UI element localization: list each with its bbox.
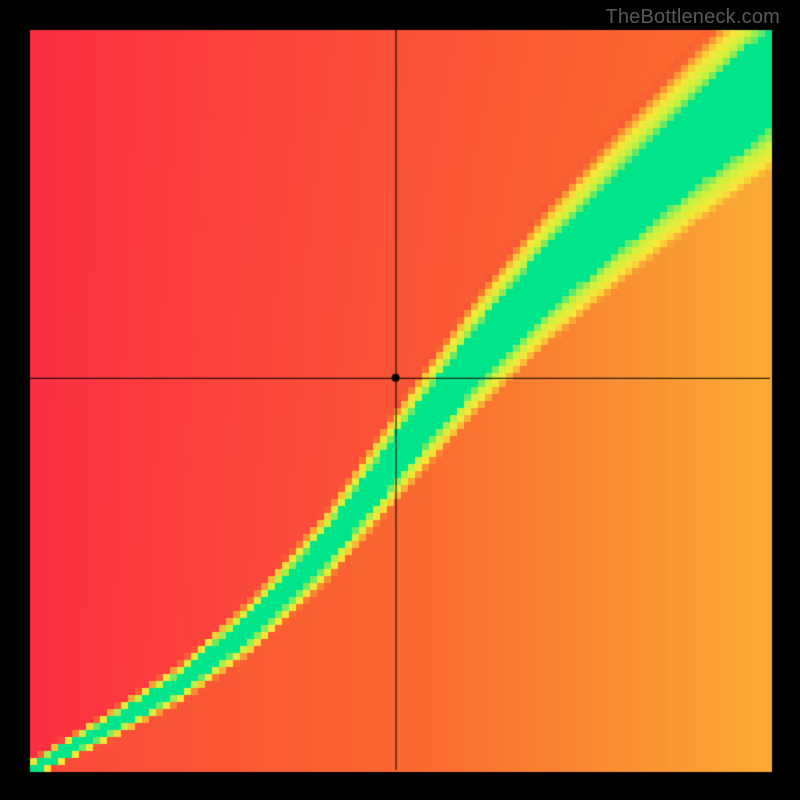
watermark-text: TheBottleneck.com xyxy=(605,6,780,29)
bottleneck-heatmap xyxy=(0,0,800,800)
